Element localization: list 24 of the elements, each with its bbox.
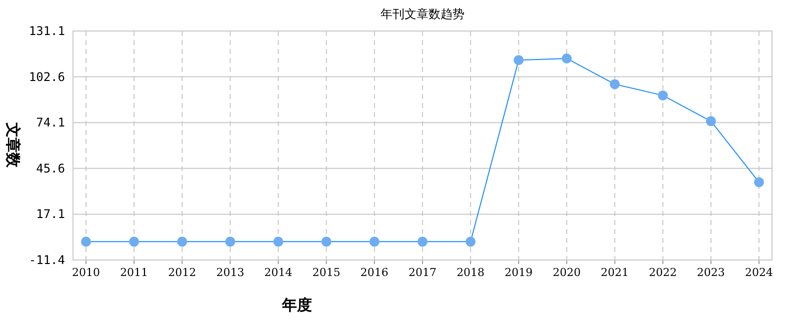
y-tick-label: 102.6 — [28, 70, 65, 84]
y-tick-label: 45.6 — [36, 161, 65, 176]
x-tick-label: 2011 — [120, 266, 148, 279]
y-axis-title: 文章数 — [4, 122, 22, 168]
y-tick-label: 131.1 — [28, 24, 65, 38]
chart-title: 年刊文章数趋势 — [380, 7, 464, 21]
x-tick-label: 2015 — [312, 266, 340, 279]
y-tick-label: 74.1 — [36, 116, 65, 130]
y-tick-label: -11.4 — [28, 253, 65, 267]
y-tick-label: 17.1 — [36, 207, 65, 222]
x-tick-label: 2021 — [600, 266, 629, 279]
x-tick-label: 2012 — [168, 266, 196, 279]
x-axis-title: 年度 — [281, 296, 312, 314]
x-tick-label: 2017 — [408, 266, 436, 279]
x-tick-label: 2016 — [360, 266, 388, 279]
x-tick-label: 2014 — [264, 266, 292, 279]
x-tick-label: 2010 — [72, 266, 100, 279]
x-tick-label: 2018 — [456, 266, 485, 279]
x-tick-label: 2019 — [504, 266, 533, 279]
x-tick-label: 2024 — [745, 266, 773, 279]
x-tick-label: 2013 — [216, 266, 244, 279]
x-tick-label: 2020 — [552, 266, 581, 279]
x-tick-label: 2023 — [696, 266, 725, 279]
x-tick-label: 2022 — [648, 266, 677, 279]
